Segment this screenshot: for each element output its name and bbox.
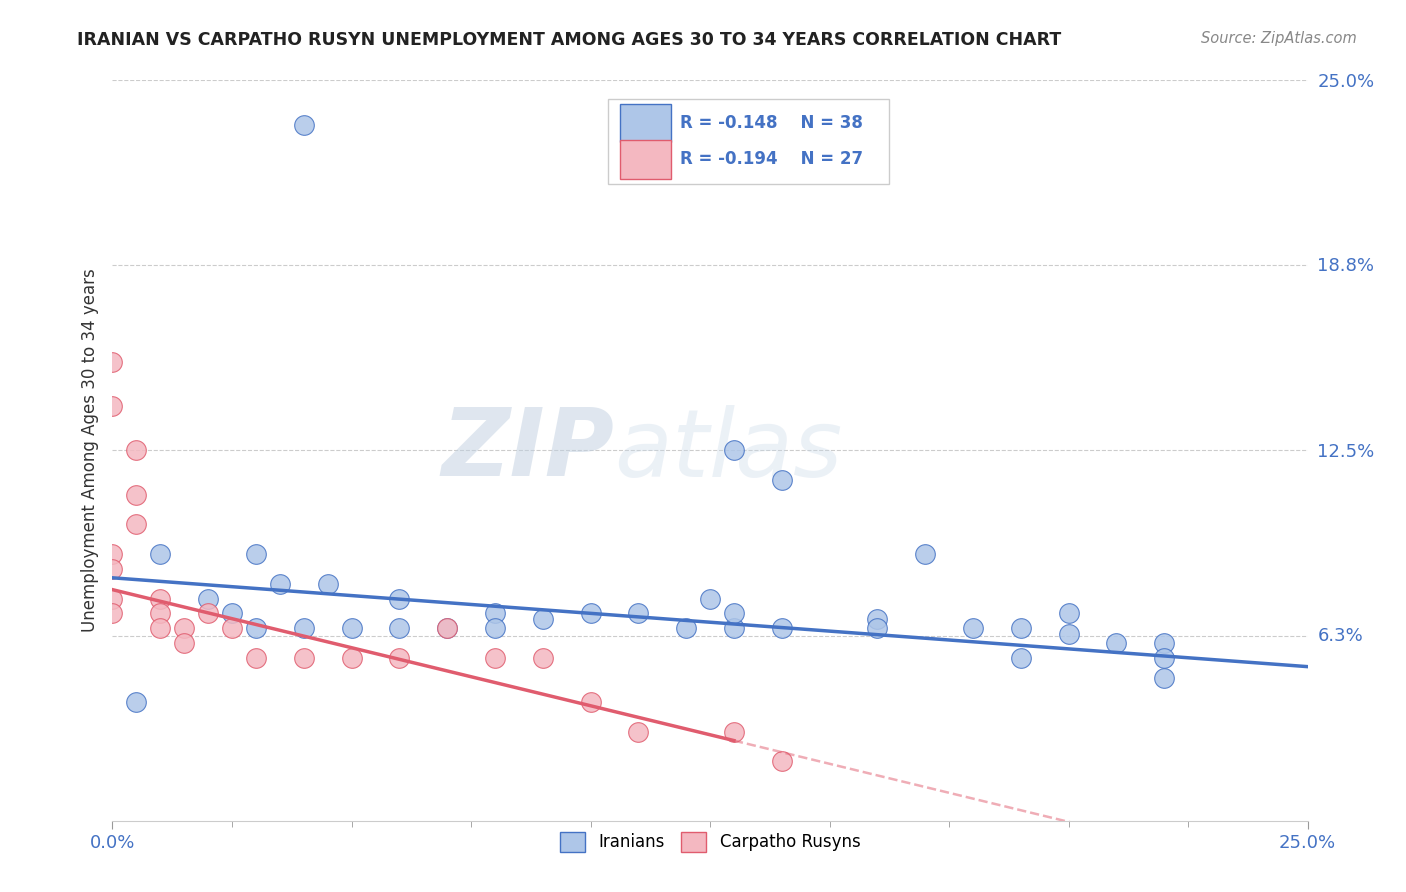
Point <box>125 443 148 458</box>
Point <box>436 621 458 635</box>
Point <box>173 621 195 635</box>
Text: atlas: atlas <box>614 405 842 496</box>
Point <box>388 591 411 606</box>
Point <box>292 650 315 665</box>
Point <box>484 650 506 665</box>
Point <box>388 650 411 665</box>
Text: IRANIAN VS CARPATHO RUSYN UNEMPLOYMENT AMONG AGES 30 TO 34 YEARS CORRELATION CHA: IRANIAN VS CARPATHO RUSYN UNEMPLOYMENT A… <box>77 31 1062 49</box>
Point <box>627 724 650 739</box>
Point <box>101 399 124 413</box>
Point <box>627 607 650 621</box>
Point <box>101 547 124 561</box>
Point <box>269 576 291 591</box>
Point <box>245 650 267 665</box>
Point <box>770 621 793 635</box>
Legend: Iranians, Carpatho Rusyns: Iranians, Carpatho Rusyns <box>551 823 869 861</box>
Point <box>221 621 243 635</box>
Point <box>197 591 219 606</box>
Point <box>723 724 745 739</box>
Point <box>245 621 267 635</box>
Point <box>866 612 889 626</box>
Point <box>770 755 793 769</box>
Point <box>579 695 602 709</box>
Point <box>292 621 315 635</box>
Point <box>149 607 172 621</box>
Point <box>173 636 195 650</box>
Point <box>1153 672 1175 686</box>
Point <box>101 607 124 621</box>
Point <box>388 621 411 635</box>
Point <box>484 607 506 621</box>
Point <box>292 118 315 132</box>
Point <box>125 488 148 502</box>
Text: R = -0.194    N = 27: R = -0.194 N = 27 <box>681 151 863 169</box>
Point <box>1057 627 1080 641</box>
Point <box>340 621 363 635</box>
FancyBboxPatch shape <box>620 140 671 178</box>
Point <box>197 607 219 621</box>
Point <box>149 591 172 606</box>
Point <box>531 612 554 626</box>
Point <box>770 473 793 487</box>
Point <box>484 621 506 635</box>
Text: Source: ZipAtlas.com: Source: ZipAtlas.com <box>1201 31 1357 46</box>
Point <box>699 591 721 606</box>
Point <box>723 443 745 458</box>
Point <box>245 547 267 561</box>
Point <box>149 621 172 635</box>
Point <box>101 354 124 368</box>
Point <box>221 607 243 621</box>
Point <box>1153 636 1175 650</box>
Point <box>531 650 554 665</box>
Point <box>101 591 124 606</box>
Point <box>101 562 124 576</box>
Point <box>125 695 148 709</box>
Text: ZIP: ZIP <box>441 404 614 497</box>
Point <box>149 547 172 561</box>
Point <box>1153 650 1175 665</box>
Point <box>316 576 339 591</box>
Y-axis label: Unemployment Among Ages 30 to 34 years: Unemployment Among Ages 30 to 34 years <box>80 268 98 632</box>
Point <box>723 621 745 635</box>
Point <box>1057 607 1080 621</box>
Point <box>1010 650 1032 665</box>
Point <box>340 650 363 665</box>
Point <box>866 621 889 635</box>
Point <box>914 547 936 561</box>
Point <box>1105 636 1128 650</box>
FancyBboxPatch shape <box>609 99 889 184</box>
FancyBboxPatch shape <box>620 104 671 143</box>
Point <box>436 621 458 635</box>
Point <box>125 517 148 532</box>
Text: R = -0.148    N = 38: R = -0.148 N = 38 <box>681 114 863 132</box>
Point <box>675 621 697 635</box>
Point <box>962 621 984 635</box>
Point <box>723 607 745 621</box>
Point <box>1010 621 1032 635</box>
Point <box>579 607 602 621</box>
